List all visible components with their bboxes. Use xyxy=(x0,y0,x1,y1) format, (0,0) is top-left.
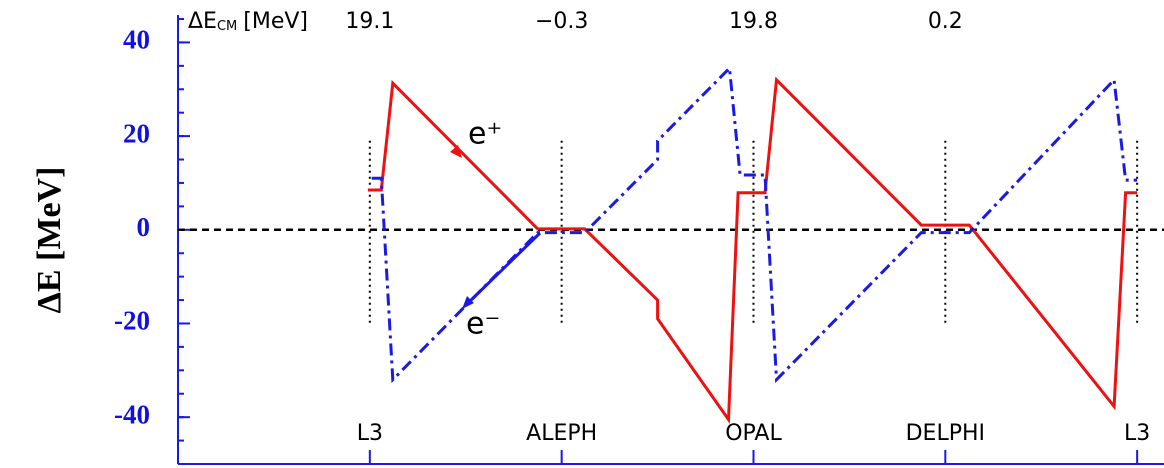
header-value: 0.2 xyxy=(928,9,963,34)
arrow xyxy=(464,231,542,307)
x-tick-label: L3 xyxy=(357,421,383,446)
header-sub: CM xyxy=(217,19,237,34)
header-delta: ΔE xyxy=(188,9,217,34)
series-line xyxy=(367,76,1138,424)
header-label: ΔECM [MeV] xyxy=(188,9,308,34)
arrow-head xyxy=(450,145,462,158)
series-label: e⁺ xyxy=(468,117,502,152)
series-label: e⁻ xyxy=(466,307,500,342)
header-value: −0.3 xyxy=(535,9,588,34)
y-tick-label: -40 xyxy=(114,399,150,429)
x-tick-label: ALEPH xyxy=(526,421,597,446)
x-tick-label: DELPHI xyxy=(906,421,985,446)
y-tick-label: 0 xyxy=(137,212,151,242)
series-line xyxy=(371,64,1138,384)
x-tick-label: OPAL xyxy=(725,421,782,446)
header-value: 19.8 xyxy=(729,9,778,34)
arrow-head xyxy=(462,296,474,309)
y-axis-label: ΔE [MeV] xyxy=(31,167,68,314)
header-unit: [MeV] xyxy=(243,9,308,34)
annotations xyxy=(450,145,542,309)
y-tick-label: -20 xyxy=(114,306,150,336)
x-tick-label: L3 xyxy=(1124,421,1150,446)
header-value: 19.1 xyxy=(345,9,394,34)
y-tick-label: 40 xyxy=(123,25,150,55)
y-tick-label: 20 xyxy=(123,118,150,148)
